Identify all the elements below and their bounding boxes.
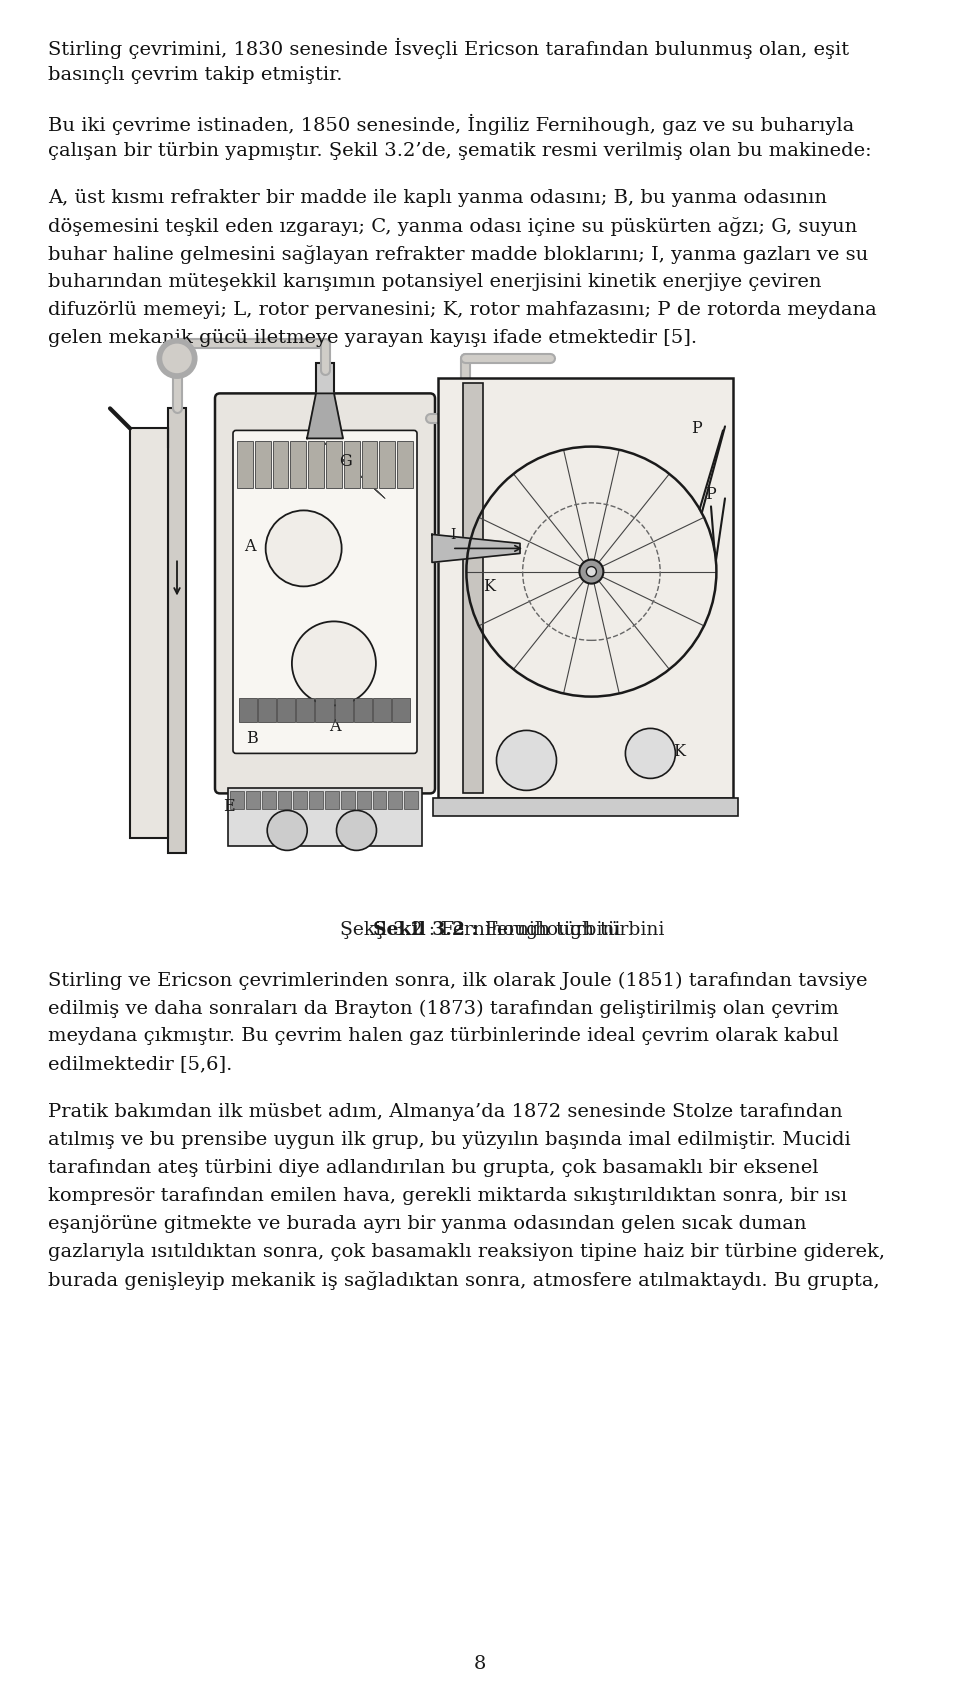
Text: tarafından ateş türbini diye adlandırılan bu grupta, çok basamaklı bir eksenel: tarafından ateş türbini diye adlandırıla…: [48, 1159, 819, 1178]
Bar: [130, 428, 168, 838]
Bar: [344, 442, 360, 489]
Text: Bu iki çevrime istinaden, 1850 senesinde, İngiliz Fernihough, gaz ve su buharıyl: Bu iki çevrime istinaden, 1850 senesinde…: [48, 113, 854, 135]
Bar: [262, 791, 276, 810]
Text: B: B: [246, 730, 257, 747]
Bar: [239, 698, 257, 722]
Text: G: G: [339, 454, 352, 471]
Bar: [290, 442, 306, 489]
Bar: [230, 791, 244, 810]
Bar: [392, 698, 410, 722]
Bar: [277, 791, 291, 810]
Text: A: A: [329, 719, 341, 736]
Circle shape: [496, 730, 557, 791]
Bar: [357, 791, 371, 810]
Bar: [316, 363, 334, 395]
Text: Şekil 3.2 :: Şekil 3.2 :: [372, 921, 478, 940]
Text: Stirling çevrimini, 1830 senesinde İsveçli Ericson tarafından bulunmuş olan, eşi: Stirling çevrimini, 1830 senesinde İsveç…: [48, 39, 850, 59]
Text: basınçlı çevrim takip etmiştir.: basınçlı çevrim takip etmiştir.: [48, 66, 343, 84]
Text: Pratik bakımdan ilk müsbet adım, Almanya’da 1872 senesinde Stolze tarafından: Pratik bakımdan ilk müsbet adım, Almanya…: [48, 1103, 843, 1120]
Circle shape: [162, 344, 192, 373]
Text: P: P: [691, 420, 702, 437]
Text: çalışan bir türbin yapmıştır. Şekil 3.2’de, şematik resmi verilmiş olan bu makin: çalışan bir türbin yapmıştır. Şekil 3.2’…: [48, 142, 872, 160]
Bar: [246, 791, 259, 810]
Bar: [258, 698, 276, 722]
Circle shape: [267, 810, 307, 850]
Text: I: I: [450, 528, 455, 543]
Text: edilmektedir [5,6].: edilmektedir [5,6].: [48, 1056, 232, 1073]
Text: E: E: [223, 798, 234, 815]
Text: Stirling ve Ericson çevrimlerinden sonra, ilk olarak Joule (1851) tarafından tav: Stirling ve Ericson çevrimlerinden sonra…: [48, 972, 868, 990]
Text: meydana çıkmıştır. Bu çevrim halen gaz türbinlerinde ideal çevrim olarak kabul: meydana çıkmıştır. Bu çevrim halen gaz t…: [48, 1027, 839, 1046]
Bar: [389, 791, 402, 810]
Text: kompresör tarafından emilen hava, gerekli miktarda sıkıştırıldıktan sonra, bir ı: kompresör tarafından emilen hava, gerekl…: [48, 1188, 847, 1205]
Bar: [433, 798, 738, 817]
Text: döşemesini teşkil eden ızgarayı; C, yanma odası içine su püskürten ağzı; G, suyu: döşemesini teşkil eden ızgarayı; C, yanm…: [48, 218, 857, 236]
Circle shape: [165, 346, 189, 371]
Text: Fernihough türbini: Fernihough türbini: [479, 921, 664, 940]
Text: buharından müteşekkil karışımın potansiyel enerjisini kinetik enerjiye çeviren: buharından müteşekkil karışımın potansiy…: [48, 273, 822, 292]
Bar: [308, 442, 324, 489]
Circle shape: [266, 511, 342, 587]
Text: eşanjörüne gitmekte ve burada ayrı bir yanma odasından gelen sıcak duman: eşanjörüne gitmekte ve burada ayrı bir y…: [48, 1215, 806, 1233]
Text: K: K: [673, 744, 685, 761]
Bar: [404, 791, 418, 810]
Bar: [372, 698, 391, 722]
Bar: [168, 408, 186, 854]
Text: buhar haline gelmesini sağlayan refrakter madde bloklarını; I, yanma gazları ve : buhar haline gelmesini sağlayan refrakte…: [48, 245, 868, 265]
Text: P: P: [705, 486, 716, 503]
FancyBboxPatch shape: [215, 393, 435, 793]
Circle shape: [337, 810, 376, 850]
Bar: [273, 442, 288, 489]
Text: Şekil 3.2 : Fernihough türbini: Şekil 3.2 : Fernihough türbini: [340, 921, 620, 940]
Circle shape: [292, 621, 376, 705]
Bar: [362, 442, 377, 489]
Polygon shape: [307, 393, 343, 439]
Text: edilmiş ve daha sonraları da Brayton (1873) tarafından geliştirilmiş olan çevrim: edilmiş ve daha sonraları da Brayton (18…: [48, 999, 839, 1017]
Text: atılmış ve bu prensibe uygun ilk grup, bu yüzyılın başında imal edilmiştir. Muci: atılmış ve bu prensibe uygun ilk grup, b…: [48, 1130, 851, 1149]
Bar: [237, 442, 252, 489]
Text: K: K: [483, 579, 495, 596]
Bar: [334, 698, 352, 722]
Bar: [309, 791, 323, 810]
Bar: [228, 788, 422, 847]
Bar: [397, 442, 413, 489]
Text: gelen mekanik gücü iletmeye yarayan kayışı ifade etmektedir [5].: gelen mekanik gücü iletmeye yarayan kayı…: [48, 329, 697, 348]
Bar: [316, 698, 333, 722]
Bar: [277, 698, 296, 722]
Circle shape: [625, 729, 676, 778]
FancyBboxPatch shape: [233, 430, 417, 754]
Text: gazlarıyla ısıtıldıktan sonra, çok basamaklı reaksiyon tipine haiz bir türbine g: gazlarıyla ısıtıldıktan sonra, çok basam…: [48, 1243, 885, 1260]
Circle shape: [587, 567, 596, 577]
Polygon shape: [432, 535, 520, 562]
Text: difuzörlü memeyi; L, rotor pervanesini; K, rotor mahfazasını; P de rotorda meyda: difuzörlü memeyi; L, rotor pervanesini; …: [48, 302, 876, 319]
Text: 8: 8: [474, 1655, 486, 1674]
Text: A: A: [244, 538, 255, 555]
Bar: [438, 378, 733, 798]
Bar: [372, 791, 386, 810]
Bar: [297, 698, 315, 722]
Bar: [341, 791, 354, 810]
Bar: [379, 442, 396, 489]
Bar: [353, 698, 372, 722]
Circle shape: [580, 560, 604, 584]
Bar: [254, 442, 271, 489]
Text: A, üst kısmı refrakter bir madde ile kaplı yanma odasını; B, bu yanma odasının: A, üst kısmı refrakter bir madde ile kap…: [48, 189, 827, 208]
Bar: [326, 442, 342, 489]
Text: burada genişleyip mekanik iş sağladıktan sonra, atmosfere atılmaktaydı. Bu grupt: burada genişleyip mekanik iş sağladıktan…: [48, 1270, 879, 1291]
Bar: [294, 791, 307, 810]
Bar: [325, 791, 339, 810]
Bar: [463, 383, 483, 793]
